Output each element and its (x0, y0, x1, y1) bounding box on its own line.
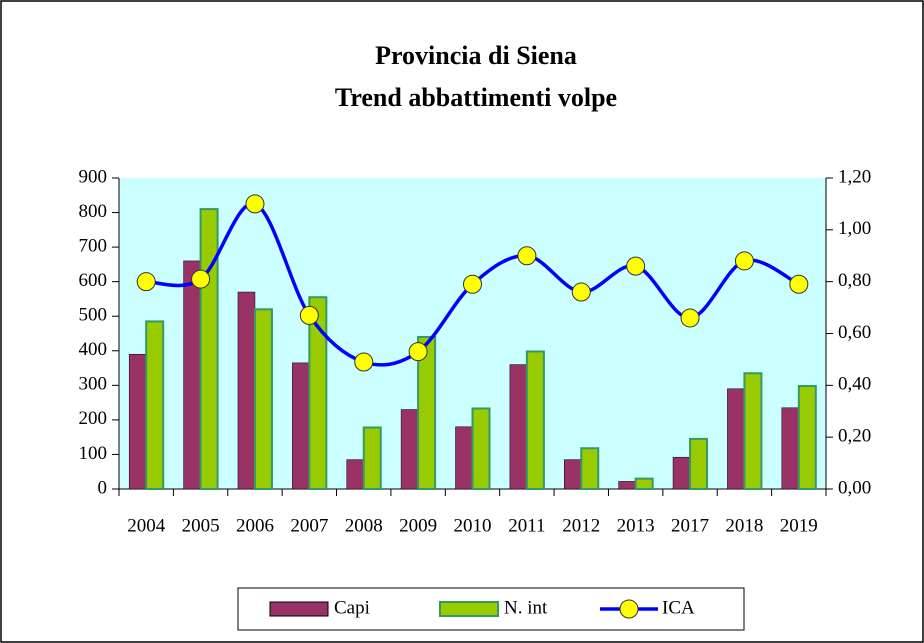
bar (253, 308, 273, 490)
legend-label: ICA (662, 597, 695, 618)
bar (580, 447, 600, 491)
line-marker (789, 274, 809, 294)
y2-tick-label: 1,00 (838, 218, 871, 239)
y2-tick-label: 0,80 (838, 270, 871, 291)
legend-swatch (439, 601, 499, 617)
bar (455, 426, 473, 490)
bar (362, 426, 382, 491)
x-tick-label: 2008 (345, 515, 383, 536)
line-marker (517, 246, 537, 266)
bar (471, 407, 491, 491)
bar (727, 388, 745, 490)
line-marker (463, 274, 482, 294)
x-tick-label: 2004 (127, 515, 166, 536)
x-tick-label: 2012 (562, 515, 600, 536)
line-marker (626, 256, 646, 276)
y2-tick-label: 0,00 (838, 477, 871, 498)
y2-tick-label: 0,40 (838, 374, 871, 395)
bar (400, 409, 419, 490)
x-tick-label: 2005 (182, 515, 220, 536)
line-marker (571, 282, 591, 302)
bar (781, 407, 800, 490)
bar (237, 291, 256, 490)
y-tick-label: 800 (79, 201, 108, 222)
bar (199, 208, 219, 490)
legend-label: N. int (504, 597, 548, 618)
y-tick-label: 100 (79, 443, 108, 464)
chart-subtitle: Trend abbattimenti volpe (335, 83, 617, 112)
bar (743, 372, 763, 490)
bar (308, 296, 328, 491)
y-tick-label: 0 (98, 477, 108, 498)
bar (145, 320, 165, 490)
y2-tick-label: 1,20 (838, 166, 871, 187)
bar (564, 459, 582, 490)
legend-label: Capi (334, 597, 370, 618)
bar (689, 437, 709, 490)
chart-title: Provincia di Siena (375, 41, 577, 70)
line-marker (191, 269, 211, 289)
y-tick-label: 900 (79, 166, 108, 187)
line-marker (408, 342, 428, 362)
line-marker (680, 308, 700, 328)
y-tick-label: 600 (79, 270, 108, 291)
y-tick-label: 200 (79, 408, 108, 429)
bar (525, 350, 545, 491)
x-tick-label: 2010 (454, 515, 492, 536)
x-tick-label: 2011 (508, 515, 545, 536)
bar (417, 335, 437, 491)
y-tick-label: 700 (79, 235, 108, 256)
line-marker (354, 352, 374, 372)
bar (672, 456, 691, 490)
bar (183, 260, 201, 490)
legend-marker (619, 599, 639, 619)
bar (634, 477, 654, 490)
x-tick-label: 2007 (290, 515, 328, 536)
y-tick-label: 300 (79, 374, 108, 395)
x-tick-label: 2013 (617, 515, 655, 536)
line-marker (299, 305, 319, 325)
bar (509, 364, 528, 490)
x-tick-label: 2018 (725, 515, 763, 536)
legend-swatch (269, 601, 329, 617)
x-tick-label: 2017 (671, 515, 709, 536)
bar (797, 385, 817, 490)
x-tick-label: 2006 (236, 515, 274, 536)
line-marker (136, 272, 156, 292)
x-tick-label: 2009 (399, 515, 437, 536)
y2-tick-label: 0,20 (838, 426, 871, 447)
bar (292, 362, 310, 490)
bar (346, 459, 364, 490)
y-tick-label: 400 (79, 339, 108, 360)
bar (128, 353, 147, 490)
line-marker (734, 251, 754, 271)
line-marker (245, 194, 265, 214)
y-tick-label: 500 (79, 305, 108, 326)
y2-tick-label: 0,60 (838, 322, 871, 343)
x-tick-label: 2019 (780, 515, 818, 536)
bar (618, 481, 636, 490)
